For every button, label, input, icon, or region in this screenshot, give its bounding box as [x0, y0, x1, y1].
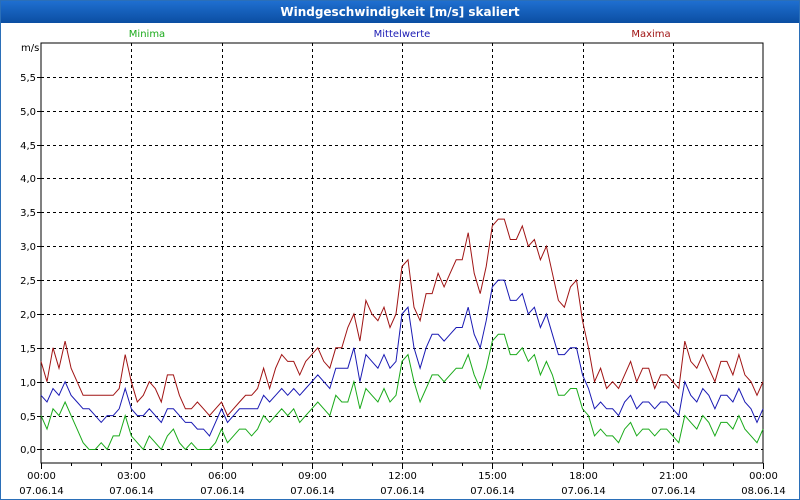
x-tick-date-label: 07.06.14	[290, 486, 335, 497]
x-tick-time-label: 21:00	[659, 471, 688, 482]
y-tick-label: 0,5	[20, 412, 36, 423]
y-tick-label: 0,0	[20, 445, 36, 456]
y-tick-label: 4,5	[20, 141, 36, 152]
x-tick-time-label: 18:00	[569, 471, 598, 482]
x-tick-date-label: 07.06.14	[200, 486, 245, 497]
x-tick-date-label: 07.06.14	[651, 486, 696, 497]
x-tick-time-label: 00:00	[749, 471, 778, 482]
y-axis-unit-label: m/s	[21, 43, 39, 54]
y-tick-label: 5,5	[20, 73, 36, 84]
x-tick-time-label: 09:00	[298, 471, 327, 482]
y-tick-label: 1,0	[20, 378, 36, 389]
y-tick-label: 5,0	[20, 107, 36, 118]
x-tick-date-label: 07.06.14	[561, 486, 606, 497]
x-tick-time-label: 03:00	[117, 471, 146, 482]
legend-mittelwerte: Mittelwerte	[374, 29, 431, 40]
y-tick-label: 1,5	[20, 344, 36, 355]
y-tick-label: 2,5	[20, 276, 36, 287]
series-line-mittelwerte	[40, 279, 764, 437]
wind-speed-chart: Minima Mittelwerte Maxima m/s 0,0 0,5 1,0 1…	[19, 29, 786, 497]
x-tick-time-label: 06:00	[208, 471, 237, 482]
x-tick-date-label: 07.06.14	[380, 486, 425, 497]
y-tick-label: 3,5	[20, 208, 36, 219]
series-layer	[40, 218, 764, 451]
legend-minima: Minima	[129, 29, 165, 40]
x-tick-date-label: 07.06.14	[109, 486, 154, 497]
y-tick-label: 3,0	[20, 242, 36, 253]
x-tick-date-label: 08.06.14	[741, 486, 786, 497]
axis-layer: 0,0 0,5 1,0 1,5 2,0 2,5 3,0 3,5 4,0 4,5 5,0 5,5 00:0…	[19, 42, 786, 497]
window-title: Windgeschwindigkeit [m/s] skaliert	[1, 1, 799, 23]
series-line-maxima	[40, 218, 764, 417]
grid-layer	[41, 43, 763, 463]
legend-maxima: Maxima	[631, 29, 670, 40]
x-tick-time-label: 00:00	[27, 471, 56, 482]
y-tick-label: 4,0	[20, 174, 36, 185]
x-tick-date-label: 07.06.14	[470, 486, 515, 497]
series-line-minima	[40, 333, 764, 451]
x-tick-time-label: 15:00	[478, 471, 507, 482]
y-tick-label: 2,0	[20, 310, 36, 321]
x-tick-date-label: 07.06.14	[19, 486, 64, 497]
x-tick-time-label: 12:00	[388, 471, 417, 482]
